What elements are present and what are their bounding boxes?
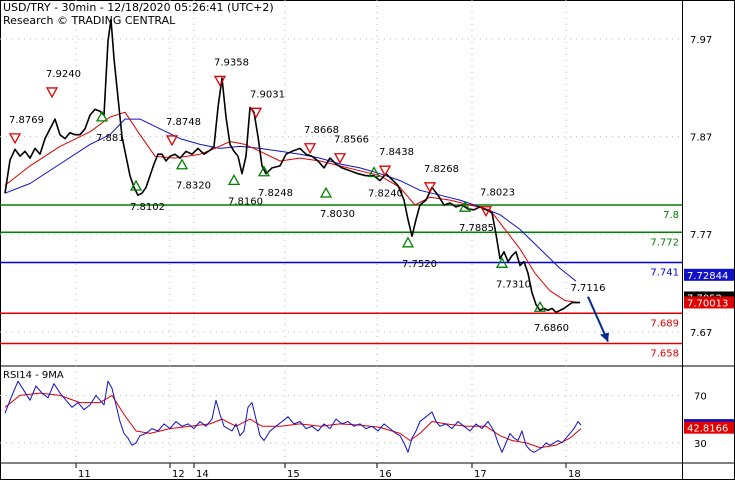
rsi-ma-line: [4, 392, 582, 449]
x-tick-label: 17: [474, 469, 487, 480]
y-tick-label: 7.97: [690, 35, 712, 46]
resistance-marker: [479, 206, 493, 218]
y-tick-label: 7.87: [690, 133, 712, 144]
rsi-tag-label: 42.8166: [687, 424, 728, 435]
ma-slow-line: [4, 118, 577, 282]
resistance-marker: [213, 75, 227, 87]
marker-label: 7.9358: [214, 57, 249, 68]
resistance-marker: [333, 153, 347, 165]
price-tag-label: 7.70013: [687, 298, 728, 309]
marker-label: 7.8248: [258, 188, 293, 199]
resistance-marker: [378, 165, 392, 177]
resistance-marker: [249, 107, 263, 119]
level-label: 7.741: [650, 268, 679, 279]
support-marker: [175, 158, 189, 170]
price-tag: [684, 268, 734, 281]
support-marker: [367, 166, 381, 178]
level-label: 7.689: [650, 318, 679, 329]
chart-title: USD/TRY - 30min - 12/18/2020 05:26:41 (U…: [3, 1, 274, 14]
marker-label: 7.7310: [496, 279, 531, 290]
marker-label: 7.9240: [46, 69, 81, 80]
y-tick-label: 7.77: [690, 230, 712, 241]
support-marker: [401, 236, 415, 248]
x-tick-label: 18: [568, 469, 581, 480]
price-tag-label: 7.72844: [687, 271, 728, 282]
y-tick-label: 7.67: [690, 328, 712, 339]
x-tick-label: 14: [196, 469, 209, 480]
support-marker: [129, 179, 143, 191]
marker-label: 7.8160: [228, 196, 263, 207]
support-marker: [319, 186, 333, 198]
resistance-marker: [8, 133, 22, 145]
level-label: 7.8: [663, 210, 679, 221]
level-label: 7.772: [650, 237, 679, 248]
level-label: 7.658: [650, 349, 679, 360]
x-tick-label: 16: [379, 469, 392, 480]
resistance-marker: [165, 135, 179, 147]
support-marker: [227, 174, 241, 185]
price-label: 7.7116: [571, 283, 606, 294]
marker-label: 7.8268: [424, 164, 459, 175]
marker-label: 7.8023: [480, 188, 515, 199]
marker-label: 7.8566: [334, 135, 369, 146]
x-tick-label: 15: [287, 469, 300, 480]
price-tag: [684, 296, 734, 309]
chart-subtitle: Research © TRADING CENTRAL: [3, 14, 176, 27]
marker-label: 7.9031: [250, 89, 285, 100]
marker-label: 7.8668: [304, 125, 339, 136]
marker-label: 7.8240: [368, 189, 403, 200]
x-tick-label: 12: [172, 469, 185, 480]
support-marker: [458, 200, 472, 212]
marker-label: 7.8438: [379, 147, 414, 158]
support-marker: [533, 300, 547, 312]
rsi-line: [4, 380, 582, 453]
marker-label: 7.8030: [320, 209, 355, 220]
resistance-marker: [45, 87, 59, 99]
resistance-marker: [303, 143, 317, 155]
marker-label: 7.8769: [9, 115, 44, 126]
rsi-title: RSI14 - 9MA: [3, 370, 64, 381]
marker-label: 7.8748: [166, 117, 201, 128]
support-marker: [257, 165, 271, 177]
rsi-tag: [684, 421, 734, 434]
support-marker: [495, 256, 509, 268]
marker-label: 7.881: [96, 133, 125, 144]
ma-fast-line: [4, 111, 581, 304]
rsi-tick-label: 70: [694, 391, 707, 402]
marker-label: 7.6860: [534, 323, 569, 334]
rsi-tick-label: 30: [694, 439, 707, 450]
marker-label: 7.7885: [459, 223, 494, 234]
marker-label: 7.8320: [176, 181, 211, 192]
marker-label: 7.7520: [402, 259, 437, 270]
forecast-arrow-head: [600, 332, 609, 342]
price-line: [4, 18, 580, 314]
marker-label: 7.8102: [130, 202, 165, 213]
resistance-marker: [423, 182, 437, 194]
x-tick-label: 11: [78, 469, 91, 480]
support-marker: [95, 110, 109, 122]
